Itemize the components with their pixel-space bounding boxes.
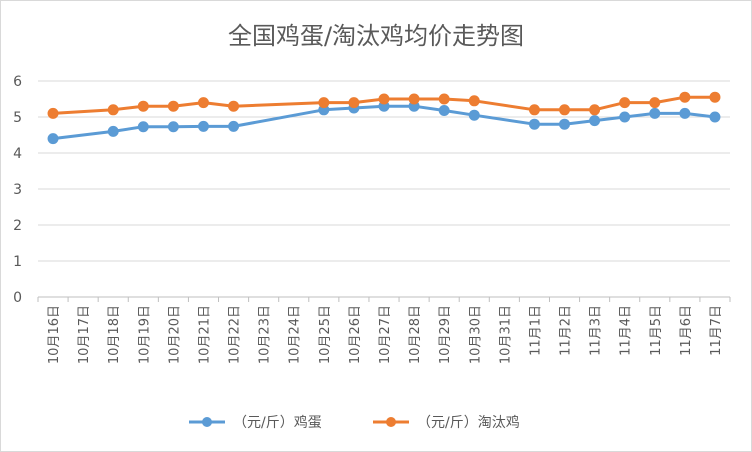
x-tick-label: 10月31日	[498, 305, 513, 364]
x-tick-label: 10月22日	[228, 305, 243, 364]
x-tick-label: 10月17日	[77, 305, 92, 364]
y-tick-label: 3	[13, 182, 22, 198]
data-point-series-2	[167, 100, 179, 112]
data-point-series-1	[468, 109, 480, 121]
data-point-series-1	[197, 120, 209, 132]
legend-marker	[202, 417, 212, 427]
data-point-series-1	[528, 118, 540, 130]
legend-label: （元/斤）淘汰鸡	[417, 414, 520, 431]
x-tick-label: 11月4日	[619, 305, 634, 356]
y-tick-label: 0	[13, 290, 22, 306]
data-point-series-2	[197, 97, 209, 109]
data-point-series-2	[348, 97, 360, 109]
x-tick-label: 10月30日	[468, 305, 483, 364]
data-point-series-1	[559, 118, 571, 130]
x-tick-label: 11月5日	[649, 305, 664, 356]
y-tick-label: 6	[13, 74, 22, 90]
data-point-series-2	[709, 91, 721, 103]
data-point-series-2	[438, 93, 450, 105]
y-tick-label: 5	[13, 110, 22, 126]
x-tick-label: 10月20日	[167, 305, 182, 364]
legend-entry: （元/斤）鸡蛋	[189, 414, 322, 431]
data-point-series-2	[468, 95, 480, 107]
x-tick-label: 10月24日	[288, 305, 303, 364]
x-tick-label: 11月6日	[679, 305, 694, 356]
x-tick-label: 10月21日	[197, 305, 212, 364]
legend: （元/斤）鸡蛋 （元/斤）淘汰鸡	[189, 414, 520, 431]
data-point-series-2	[589, 104, 601, 116]
x-tick-label: 10月16日	[47, 305, 62, 364]
x-tick-label: 10月23日	[258, 305, 273, 364]
x-tick-label: 11月1日	[528, 305, 543, 356]
data-point-series-2	[137, 100, 149, 112]
data-point-series-2	[619, 97, 631, 109]
data-point-series-1	[679, 107, 691, 119]
series	[47, 91, 721, 145]
x-tick-label: 10月28日	[408, 305, 423, 364]
y-tick-label: 2	[13, 218, 22, 234]
data-point-series-1	[107, 125, 119, 137]
data-point-series-1	[167, 121, 179, 133]
data-point-series-2	[679, 91, 691, 103]
x-tick-label: 11月7日	[709, 305, 724, 356]
data-point-series-2	[559, 104, 571, 116]
x-tick-label: 11月2日	[559, 305, 574, 356]
gridlines	[38, 80, 730, 298]
x-tick-label: 10月19日	[137, 305, 152, 364]
data-point-series-1	[228, 120, 240, 132]
x-tick-label: 11月3日	[589, 305, 604, 356]
chart-title: 全国鸡蛋/淘汰鸡均价走势图	[228, 22, 524, 50]
x-tick-label: 10月27日	[378, 305, 393, 364]
data-point-series-1	[589, 115, 601, 127]
data-point-series-2	[649, 97, 661, 109]
data-point-series-1	[137, 121, 149, 133]
legend-label: （元/斤）鸡蛋	[233, 414, 322, 431]
axes: 0 1 2 3 4 5 6 10月16日 10月17日 10月18日 10月19日 10月20日 10月…	[13, 74, 731, 364]
data-point-series-2	[107, 104, 119, 116]
data-point-series-1	[47, 133, 59, 145]
data-point-series-2	[378, 93, 390, 105]
data-point-series-2	[228, 100, 240, 112]
data-point-series-1	[438, 105, 450, 117]
data-point-series-2	[408, 93, 420, 105]
data-point-series-1	[649, 107, 661, 119]
legend-marker	[386, 417, 396, 427]
y-tick-label: 1	[13, 254, 22, 270]
data-point-series-1	[709, 111, 721, 123]
legend-entry: （元/斤）淘汰鸡	[373, 414, 520, 431]
data-point-series-2	[318, 97, 330, 109]
x-tick-label: 10月25日	[318, 305, 333, 364]
data-point-series-2	[47, 107, 59, 119]
x-tick-label: 10月18日	[107, 305, 122, 364]
data-point-series-1	[619, 111, 631, 123]
x-tick-label: 10月29日	[438, 305, 453, 364]
data-point-series-2	[528, 104, 540, 116]
y-tick-label: 4	[13, 146, 22, 162]
x-tick-label: 10月26日	[348, 305, 363, 364]
